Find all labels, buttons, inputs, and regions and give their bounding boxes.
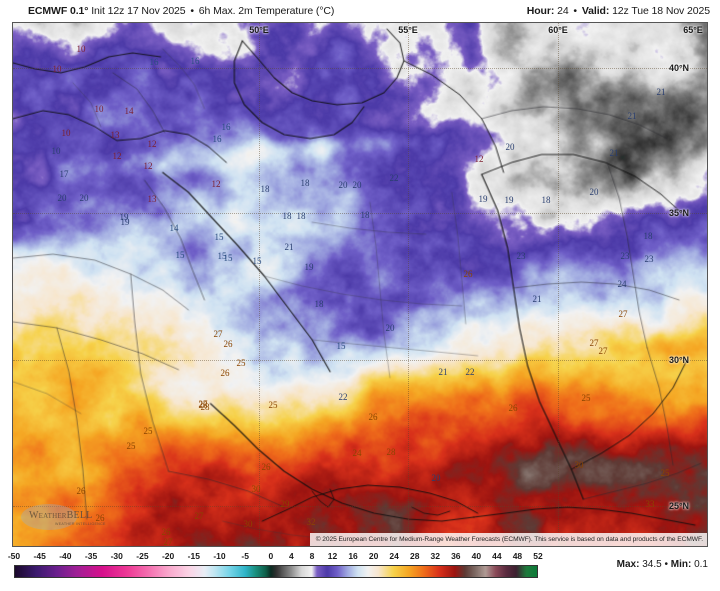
max-value: 34.5 [642, 559, 662, 570]
colorbar-tick-9: -5 [241, 551, 249, 561]
colorbar-gradient [15, 566, 537, 577]
header-left-text: ECMWF 0.1° Init 12z 17 Nov 2025 • 6h Max… [28, 5, 334, 17]
colorbar-tick-10: 0 [268, 551, 274, 561]
colorbar-zone: -50 -45 -40 -35 -30 -25 -20 -15 -10 -5 0 4 8 12 16 20 24… [0, 549, 720, 591]
colorbar-tick-0: -50 [7, 551, 21, 561]
colorbar-tick-21: 44 [492, 551, 502, 561]
colorbar-tick-6: -20 [161, 551, 175, 561]
colorbar-tick-7: -15 [187, 551, 200, 561]
colorbar-tick-19: 36 [451, 551, 461, 561]
field-description: 6h Max. 2m Temperature (°C) [198, 5, 335, 17]
colorbar-tick-17: 28 [409, 551, 420, 561]
min-value: 0.1 [694, 559, 708, 570]
header-bar: ECMWF 0.1° Init 12z 17 Nov 2025 • 6h Max… [0, 0, 720, 22]
contour-label-92: 28 [649, 546, 658, 547]
colorbar-tick-20: 40 [471, 551, 482, 561]
colorbar-tick-4: -30 [110, 551, 123, 561]
minmax-bullet: • [664, 559, 668, 570]
model-name: ECMWF 0.1 [28, 5, 85, 17]
valid-label: Valid: [581, 5, 610, 17]
min-label: Min: [670, 559, 692, 570]
colorbar [14, 565, 538, 578]
degree-symbol: ° [84, 5, 89, 17]
header-bullet-right: • [573, 5, 577, 17]
temperature-field-canvas [13, 23, 707, 546]
hour-value: 24 [557, 5, 569, 17]
hour-label: Hour: [526, 5, 555, 17]
init-time: Init 12z 17 Nov 2025 [91, 5, 186, 17]
header-bullet-left: • [190, 5, 194, 17]
colorbar-tick-5: -25 [136, 551, 149, 561]
colorbar-tick-8: -10 [213, 551, 226, 561]
colorbar-tick-22: 48 [512, 551, 523, 561]
header-right-text: Hour: 24 • Valid: 12z Tue 18 Nov 2025 [527, 5, 710, 17]
colorbar-tick-14: 16 [348, 551, 358, 561]
colorbar-tick-15: 20 [368, 551, 379, 561]
colorbar-tick-12: 8 [309, 551, 315, 561]
colorbar-tick-labels: -50 -45 -40 -35 -30 -25 -20 -15 -10 -5 0 4 8 12 16 20 24… [8, 551, 543, 564]
colorbar-tick-11: 4 [289, 551, 294, 561]
copyright-notice: © 2025 European Centre for Medium-Range … [309, 533, 707, 546]
colorbar-tick-3: -35 [84, 551, 98, 561]
max-label: Max: [616, 559, 640, 570]
colorbar-tick-16: 24 [389, 551, 399, 561]
temperature-map[interactable]: 50°E 55°E 60°E 65°E 40°N 35°N 30°N 25°N 10 10 10 1… [12, 22, 708, 547]
minmax-readout: Max: 34.5 • Min: 0.1 [617, 559, 708, 570]
colorbar-tick-1: -45 [33, 551, 46, 561]
colorbar-tick-2: -40 [59, 551, 72, 561]
valid-value: 12z Tue 18 Nov 2025 [612, 5, 710, 17]
colorbar-tick-13: 12 [327, 551, 338, 561]
colorbar-tick-23: 52 [533, 551, 543, 561]
colorbar-tick-18: 32 [430, 551, 440, 561]
gridline-lon-3 [707, 23, 708, 546]
